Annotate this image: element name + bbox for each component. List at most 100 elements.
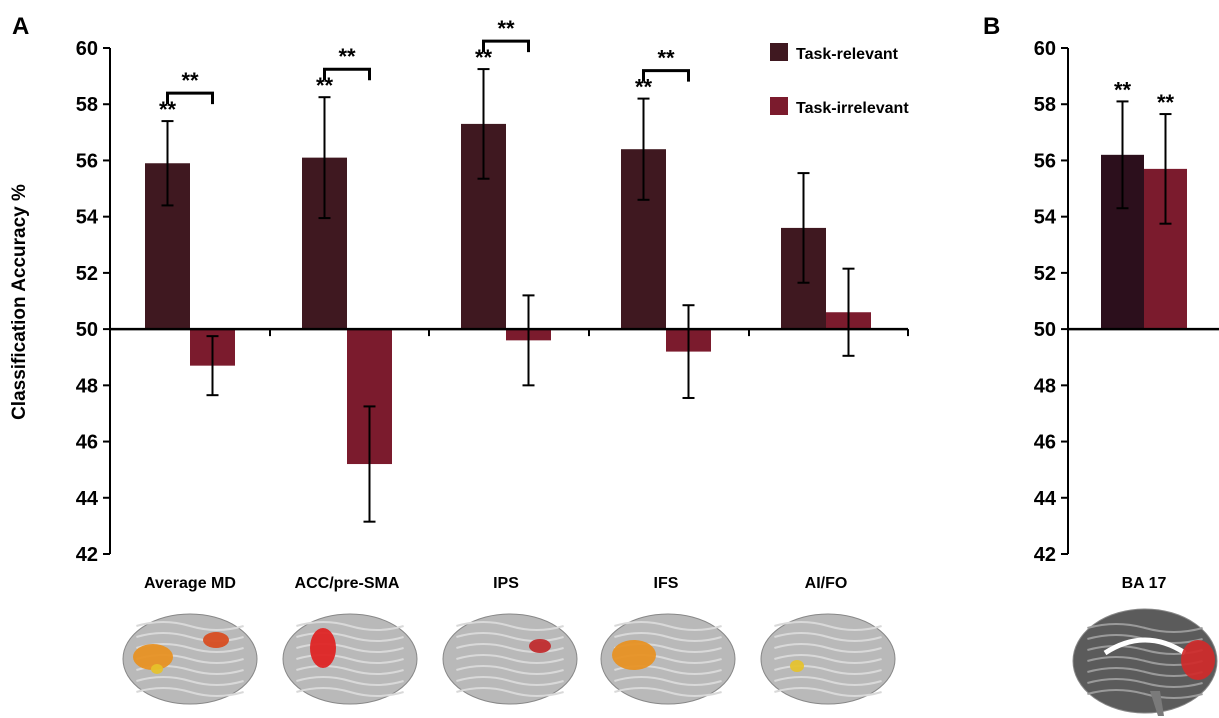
y-tick-label: 52 — [1034, 263, 1056, 285]
legend: Task-relevant Task-irrelevant — [770, 43, 909, 117]
legend-label-task-irrelevant: Task-irrelevant — [796, 100, 909, 117]
brain-gyri — [614, 676, 722, 686]
y-tick-label: 42 — [76, 544, 98, 566]
brain-gyri — [1087, 667, 1203, 677]
activation-blob-acc-pre-sma — [310, 628, 336, 668]
pair-significance-marker: ** — [497, 16, 515, 41]
bars — [145, 123, 871, 465]
brain-gyri — [296, 632, 404, 642]
y-tick-label: 48 — [1034, 375, 1056, 397]
bars-b — [1101, 154, 1187, 330]
pair-bracket — [323, 67, 371, 81]
corpus-callosum — [1103, 637, 1187, 656]
error-bars — [161, 68, 855, 523]
category-label-ifs: IFS — [654, 575, 679, 592]
brain-gyri — [774, 687, 882, 697]
y-tick-label: 54 — [76, 207, 99, 229]
y-tick-label: 44 — [76, 488, 99, 510]
activation-blob-ba-17 — [1181, 640, 1215, 680]
brain-gyri — [1087, 623, 1203, 633]
pair-bracket — [482, 39, 530, 53]
y-tick-label: 56 — [1034, 150, 1056, 172]
legend-swatch-task-relevant — [770, 43, 788, 61]
y-axis-b: 42 44 46 48 50 52 54 56 58 60 — [1034, 38, 1069, 566]
pair-bracket — [166, 91, 214, 105]
legend-swatch-task-irrelevant — [770, 97, 788, 115]
brain-gyri — [614, 621, 722, 631]
y-tick-label: 56 — [76, 150, 98, 172]
activation-blob-ai-fo — [790, 660, 804, 672]
y-tick-label: 50 — [1034, 319, 1056, 341]
panel-a: A Classification Accuracy % 42 44 46 48 50 52… — [9, 13, 909, 592]
pair-significance-marker: ** — [657, 46, 675, 71]
significance-marker: ** — [1114, 77, 1132, 102]
significance-marker: ** — [475, 45, 493, 70]
category-label-acc-pre-sma: ACC/pre-SMA — [295, 575, 400, 592]
category-labels: Average MD ACC/pre-SMA IPS IFS AI/FO — [144, 575, 847, 592]
category-label-ai-fo: AI/FO — [805, 575, 848, 592]
brain-gyri — [296, 621, 404, 631]
brain-gyri — [456, 676, 564, 686]
legend-label-task-relevant: Task-relevant — [796, 46, 899, 63]
brain-gyri — [296, 676, 404, 686]
panel-b: B 42 44 46 48 50 52 54 56 58 60 ** ** BA 17 — [983, 13, 1219, 592]
y-tick-label: 54 — [1034, 207, 1057, 229]
y-tick-label: 44 — [1034, 488, 1057, 510]
significance-marker: ** — [635, 75, 653, 100]
y-tick-label: 60 — [1034, 38, 1056, 60]
panel-a-letter: A — [12, 13, 29, 40]
y-tick-label: 58 — [1034, 94, 1056, 116]
pair-bracket — [642, 69, 690, 82]
brain-gyri — [774, 665, 882, 675]
brain-gyri — [1087, 689, 1203, 699]
error-bars-b — [1116, 100, 1172, 225]
activation-blob-average-md — [203, 632, 229, 648]
category-label-ips: IPS — [493, 575, 519, 592]
brain-gyri — [774, 676, 882, 686]
brain-gyri — [456, 621, 564, 631]
y-tick-label: 46 — [1034, 432, 1056, 454]
brain-gyri — [774, 643, 882, 653]
brain-gyri — [456, 687, 564, 697]
y-tick-label: 60 — [76, 38, 98, 60]
y-tick-label: 46 — [76, 432, 98, 454]
y-tick-label: 52 — [76, 263, 98, 285]
brain-gyri — [456, 643, 564, 653]
brain-gyri — [774, 654, 882, 664]
brain-gyri — [296, 687, 404, 697]
panel-b-letter: B — [983, 13, 1000, 40]
brain-gyri — [456, 654, 564, 664]
significance-markers: **** **** ******** — [159, 16, 690, 122]
brain-gyri — [614, 632, 722, 642]
brain-gyri — [136, 676, 244, 686]
category-label-ba-17: BA 17 — [1122, 575, 1167, 592]
brain-gyri — [296, 665, 404, 675]
category-label-average-md: Average MD — [144, 575, 236, 592]
brain-gyri — [456, 632, 564, 642]
y-tick-label: 58 — [76, 94, 98, 116]
y-axis-label: Classification Accuracy % — [9, 184, 30, 420]
category-labels-b: BA 17 — [1122, 575, 1167, 592]
brain-gyri — [136, 621, 244, 631]
brainstem — [1150, 691, 1164, 716]
y-axis: 42 44 46 48 50 52 54 56 58 60 — [76, 38, 111, 566]
pair-significance-marker: ** — [181, 68, 199, 93]
activation-blob-average-md — [151, 664, 163, 674]
y-tick-label: 50 — [76, 319, 98, 341]
activation-blob-ips — [529, 639, 551, 653]
significance-marker: ** — [316, 73, 334, 98]
significance-marker: ** — [159, 97, 177, 122]
brain-images — [122, 608, 1218, 716]
activation-blob-ifs — [612, 640, 656, 670]
brain-gyri — [774, 621, 882, 631]
brain-gyri — [614, 687, 722, 697]
activation-blob-average-md — [133, 644, 173, 670]
brain-gyri — [1087, 678, 1203, 688]
significance-markers-b: ** ** — [1114, 77, 1175, 115]
brain-gyri — [456, 665, 564, 675]
y-tick-label: 48 — [76, 375, 98, 397]
baseline-axis — [110, 327, 909, 337]
brain-gyri — [136, 687, 244, 697]
y-tick-label: 42 — [1034, 544, 1056, 566]
